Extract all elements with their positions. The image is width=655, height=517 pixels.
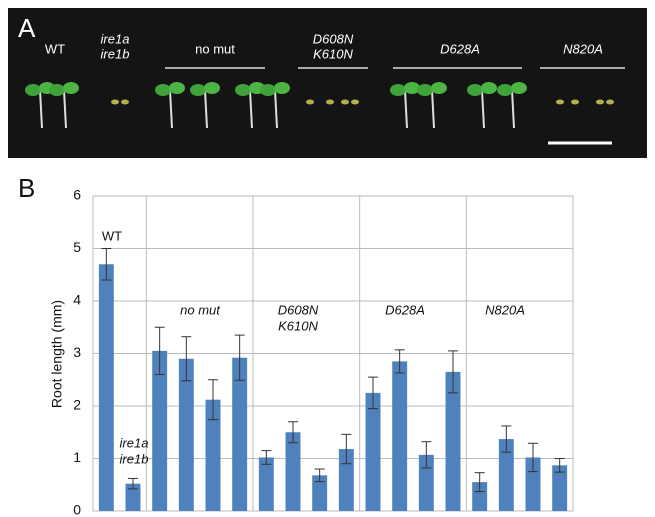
seedling-leaf	[25, 84, 41, 96]
group-annotation: WT	[102, 228, 122, 243]
y-tick-label: 3	[73, 344, 81, 360]
group-annotation: ire1b	[120, 451, 149, 466]
seedling-leaf	[390, 84, 406, 96]
y-axis-label: Root length (mm)	[49, 300, 65, 408]
seedling-leaf	[431, 82, 447, 94]
group-annotation: ire1a	[120, 435, 149, 450]
group-annotation: D608N	[278, 302, 319, 317]
bar	[392, 361, 407, 511]
seedling-leaf	[204, 82, 220, 94]
photo-group-label: WT	[45, 41, 65, 56]
photo-group-label: no mut	[195, 41, 235, 56]
seedling-small	[121, 100, 129, 105]
seedling-leaf	[274, 82, 290, 94]
photo-group-label: ire1a	[101, 31, 130, 46]
seedling-leaf	[260, 84, 276, 96]
photo-group-label: N820A	[563, 41, 603, 56]
seedling-small	[351, 100, 359, 105]
y-tick-label: 6	[73, 187, 81, 203]
figure: A B Root length (mm) WTire1aire1bno mutD…	[0, 0, 655, 517]
seedling-small	[306, 100, 314, 105]
bar	[366, 393, 381, 511]
photo-group-label: D608N	[313, 31, 354, 46]
photo-group-label: D628A	[440, 41, 480, 56]
seedling-small	[606, 100, 614, 105]
panel-label: B	[18, 173, 35, 203]
photo-group-label: ire1b	[101, 46, 130, 61]
bar	[259, 457, 274, 511]
panel-label: A	[18, 13, 36, 43]
group-annotation: D628A	[385, 302, 425, 317]
photo-group-label: K610N	[313, 46, 353, 61]
seedling-leaf	[235, 84, 251, 96]
seedling-leaf	[169, 82, 185, 94]
seedling-leaf	[190, 84, 206, 96]
seedling-leaf	[511, 82, 527, 94]
y-tick-label: 5	[73, 239, 81, 255]
seedling-leaf	[467, 84, 483, 96]
y-tick-label: 2	[73, 397, 81, 413]
seedling-leaf	[49, 84, 65, 96]
group-annotation: no mut	[180, 302, 221, 317]
bar	[179, 359, 194, 511]
y-tick-label: 4	[73, 292, 81, 308]
seedling-small	[341, 100, 349, 105]
y-tick-label: 0	[73, 502, 81, 517]
seedling-small	[556, 100, 564, 105]
seedling-small	[571, 100, 579, 105]
seedling-small	[596, 100, 604, 105]
group-annotation: K610N	[278, 318, 318, 333]
bar	[99, 264, 114, 511]
seedling-leaf	[481, 82, 497, 94]
seedling-leaf	[63, 82, 79, 94]
seedling-leaf	[497, 84, 513, 96]
seedling-small	[111, 100, 119, 105]
bar	[286, 432, 301, 511]
group-annotation: N820A	[485, 302, 525, 317]
seedling-leaf	[417, 84, 433, 96]
y-tick-label: 1	[73, 449, 81, 465]
seedling-small	[326, 100, 334, 105]
seedling-leaf	[155, 84, 171, 96]
